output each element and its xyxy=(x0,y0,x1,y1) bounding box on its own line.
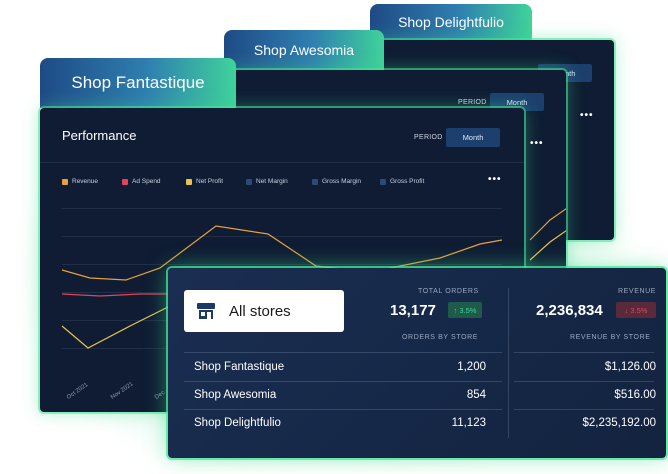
total-orders-value: 13,177 xyxy=(390,302,436,319)
more-options-icon[interactable]: ••• xyxy=(488,174,502,185)
revenue-label: REVENUE xyxy=(618,288,657,295)
checkbox-icon xyxy=(62,178,68,185)
legend-label: Gross Margin xyxy=(322,178,362,185)
gridline xyxy=(62,264,502,265)
checkbox-icon xyxy=(186,178,192,185)
checkbox-icon xyxy=(246,178,252,185)
legend-ad-spend[interactable]: Ad Spend xyxy=(122,178,161,185)
orders-change-text: ↑ 3.5% xyxy=(453,305,477,315)
revenue-change-text: ↓ 3.5% xyxy=(624,305,648,315)
legend-label: Net Margin xyxy=(256,178,288,185)
total-orders-label: TOTAL ORDERS xyxy=(418,288,479,295)
period-dropdown[interactable]: Month xyxy=(490,93,544,111)
period-label: PERIOD xyxy=(458,99,487,106)
chart-line-revenue xyxy=(61,225,503,281)
row-divider xyxy=(514,409,654,410)
more-options-icon[interactable]: ••• xyxy=(580,110,594,121)
legend-net-profit[interactable]: Net Profit xyxy=(186,178,223,185)
store-revenue: $2,235,192.00 xyxy=(582,417,656,429)
legend-revenue[interactable]: Revenue xyxy=(62,178,98,185)
row-divider xyxy=(514,352,654,353)
legend-label: Ad Spend xyxy=(132,178,161,185)
store-name: Shop Fantastique xyxy=(194,361,285,373)
store-icon xyxy=(197,303,215,319)
column-divider xyxy=(508,288,509,438)
page-title: Performance xyxy=(62,128,137,143)
stores-summary-card: All stores TOTAL ORDERS 13,177 ↑ 3.5% RE… xyxy=(168,268,666,458)
revenue-change-badge: ↓ 3.5% xyxy=(616,302,656,318)
chart-line-net-profit xyxy=(61,305,171,349)
store-selector[interactable]: All stores xyxy=(184,290,344,332)
tab-label: Shop Delightfulio xyxy=(398,14,504,30)
legend-label: Gross Profit xyxy=(390,178,425,185)
performance-chart xyxy=(61,225,503,349)
store-orders: 11,123 xyxy=(451,417,486,429)
chart-line-revenue xyxy=(529,208,566,241)
more-options-icon[interactable]: ••• xyxy=(530,138,544,149)
legend-gross-profit[interactable]: Gross Profit xyxy=(380,178,424,185)
period-label: PERIOD xyxy=(414,134,443,141)
row-divider xyxy=(184,352,502,353)
checkbox-icon xyxy=(380,178,386,185)
tab-label: Shop Fantastique xyxy=(71,73,205,92)
tab-shop-delightfulio[interactable]: Shop Delightfulio xyxy=(370,4,532,40)
period-dropdown[interactable]: Month xyxy=(446,128,500,147)
row-divider xyxy=(184,409,502,410)
legend-label: Net Profit xyxy=(196,178,224,185)
row-divider xyxy=(514,381,654,382)
store-selector-label: All stores xyxy=(229,302,291,320)
store-revenue: $516.00 xyxy=(614,389,656,401)
chart-line-net-profit xyxy=(529,230,566,261)
store-name: Shop Delightfulio xyxy=(194,417,281,429)
revenue-by-store-label: REVENUE BY STORE xyxy=(570,334,651,341)
store-revenue: $1,126.00 xyxy=(604,361,656,373)
store-orders: 1,200 xyxy=(457,361,486,373)
legend-gross-margin[interactable]: Gross Margin xyxy=(312,178,361,185)
back-chart-lines xyxy=(529,208,566,261)
chart-line-ad-spend xyxy=(61,293,180,297)
checkbox-icon xyxy=(122,178,128,185)
store-orders: 854 xyxy=(466,389,486,401)
tab-label: Shop Awesomia xyxy=(253,42,355,58)
checkbox-icon xyxy=(312,178,318,185)
legend-label: Revenue xyxy=(72,178,99,185)
revenue-value: 2,236,834 xyxy=(536,302,603,319)
tab-shop-awesomia[interactable]: Shop Awesomia xyxy=(224,30,384,70)
legend-net-margin[interactable]: Net Margin xyxy=(246,178,288,185)
orders-change-badge: ↑ 3.5% xyxy=(448,302,482,318)
divider xyxy=(40,162,524,163)
gridline xyxy=(62,236,502,237)
store-name: Shop Awesomia xyxy=(194,389,277,401)
gridline xyxy=(62,208,502,209)
tab-shop-fantastique[interactable]: Shop Fantastique xyxy=(40,58,236,108)
orders-by-store-label: ORDERS BY STORE xyxy=(402,334,479,341)
row-divider xyxy=(184,381,502,382)
